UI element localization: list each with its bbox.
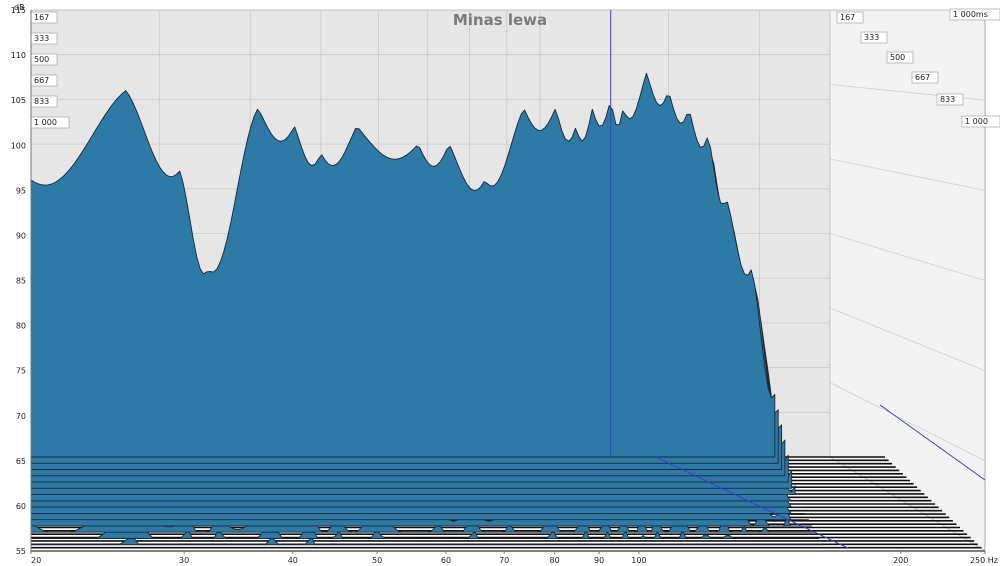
- side-grid-line: [829, 158, 986, 191]
- y-tick-label: 85: [16, 277, 26, 286]
- time-tick-left: 1 000: [30, 116, 70, 129]
- time-tick-right: 333: [860, 31, 888, 44]
- time-tick-right: 667: [911, 71, 939, 84]
- y-tick-label: 80: [16, 322, 26, 331]
- slice-0ms: [30, 72, 776, 458]
- chart-slices: [30, 72, 823, 546]
- time-tick-label: 500: [34, 55, 49, 64]
- time-tick-label: 833: [940, 95, 955, 104]
- time-tick-label: 167: [840, 13, 855, 22]
- side-grid-line: [829, 382, 986, 462]
- time-tick-label: 500: [890, 53, 905, 62]
- time-tick-label: 167: [34, 13, 49, 22]
- time-tick-right: 167: [836, 11, 864, 24]
- x-tick-label: 60: [441, 556, 451, 565]
- chart-overlay: [610, 10, 986, 549]
- x-tick-label: 30: [179, 556, 189, 565]
- x-tick-label: 50: [372, 556, 382, 565]
- slice-867ms: [30, 511, 820, 539]
- time-tick-left: 500: [30, 53, 58, 66]
- time-tick-box: [886, 51, 914, 64]
- y-tick-label: 65: [16, 457, 26, 466]
- x-tick-label: 70: [499, 556, 509, 565]
- y-tick-label: 105: [11, 96, 26, 105]
- y-tick-label: 60: [16, 502, 26, 511]
- time-tick-box: [911, 71, 939, 84]
- time-tick-label: 1 000ms: [953, 10, 988, 19]
- x-tick-label: 250 Hz: [970, 556, 998, 565]
- time-tick-box: [949, 8, 1000, 21]
- y-tick-label: 95: [16, 186, 26, 195]
- x-tick-label: 90: [594, 556, 604, 565]
- time-tick-right: 833: [936, 93, 964, 106]
- time-tick-label: 667: [34, 76, 49, 85]
- marker-floor-line: [655, 456, 849, 549]
- x-tick-label: 40: [288, 556, 298, 565]
- marker-side-line: [879, 404, 986, 481]
- side-grid-line: [829, 233, 986, 281]
- side-grid-line: [829, 307, 986, 372]
- x-tick-label: 100: [631, 556, 646, 565]
- chart-axes: Minas lewa dB 167 333 500 667 833 1 000 167 333…: [11, 3, 1000, 565]
- time-tick-label: 833: [34, 97, 49, 106]
- x-tick-label: 80: [550, 556, 560, 565]
- time-tick-label: 333: [864, 33, 879, 42]
- time-tick-label: 333: [34, 34, 49, 43]
- y-tick-label: 70: [16, 412, 26, 421]
- y-tick-label: 75: [16, 367, 26, 376]
- y-axis-label: dB: [14, 3, 25, 12]
- time-tick-left: 333: [30, 32, 58, 45]
- x-tick-label: 200: [893, 556, 908, 565]
- time-tick-box: [961, 115, 1000, 128]
- chart-title: Minas lewa: [453, 11, 547, 29]
- y-tick-label: 100: [11, 141, 26, 150]
- time-tick-label: 667: [915, 73, 930, 82]
- time-tick-right: 1 000ms: [949, 8, 1000, 21]
- time-tick-box: [836, 11, 864, 24]
- time-tick-box: [860, 31, 888, 44]
- y-tick-label: 115: [11, 6, 26, 15]
- time-tick-left: 833: [30, 95, 58, 108]
- y-tick-label: 55: [16, 547, 26, 556]
- time-tick-left: 667: [30, 74, 58, 87]
- time-tick-left: 167: [30, 11, 58, 24]
- time-tick-label: 1 000: [34, 118, 57, 127]
- time-tick-box: [936, 93, 964, 106]
- x-tick-label: 20: [31, 556, 41, 565]
- y-tick-label: 90: [16, 231, 26, 240]
- y-tick-label: 110: [11, 51, 26, 60]
- slice-933ms: [30, 535, 823, 546]
- time-tick-label: 1 000: [965, 117, 988, 126]
- time-tick-right: 1 000: [961, 115, 1000, 128]
- time-tick-right: 500: [886, 51, 914, 64]
